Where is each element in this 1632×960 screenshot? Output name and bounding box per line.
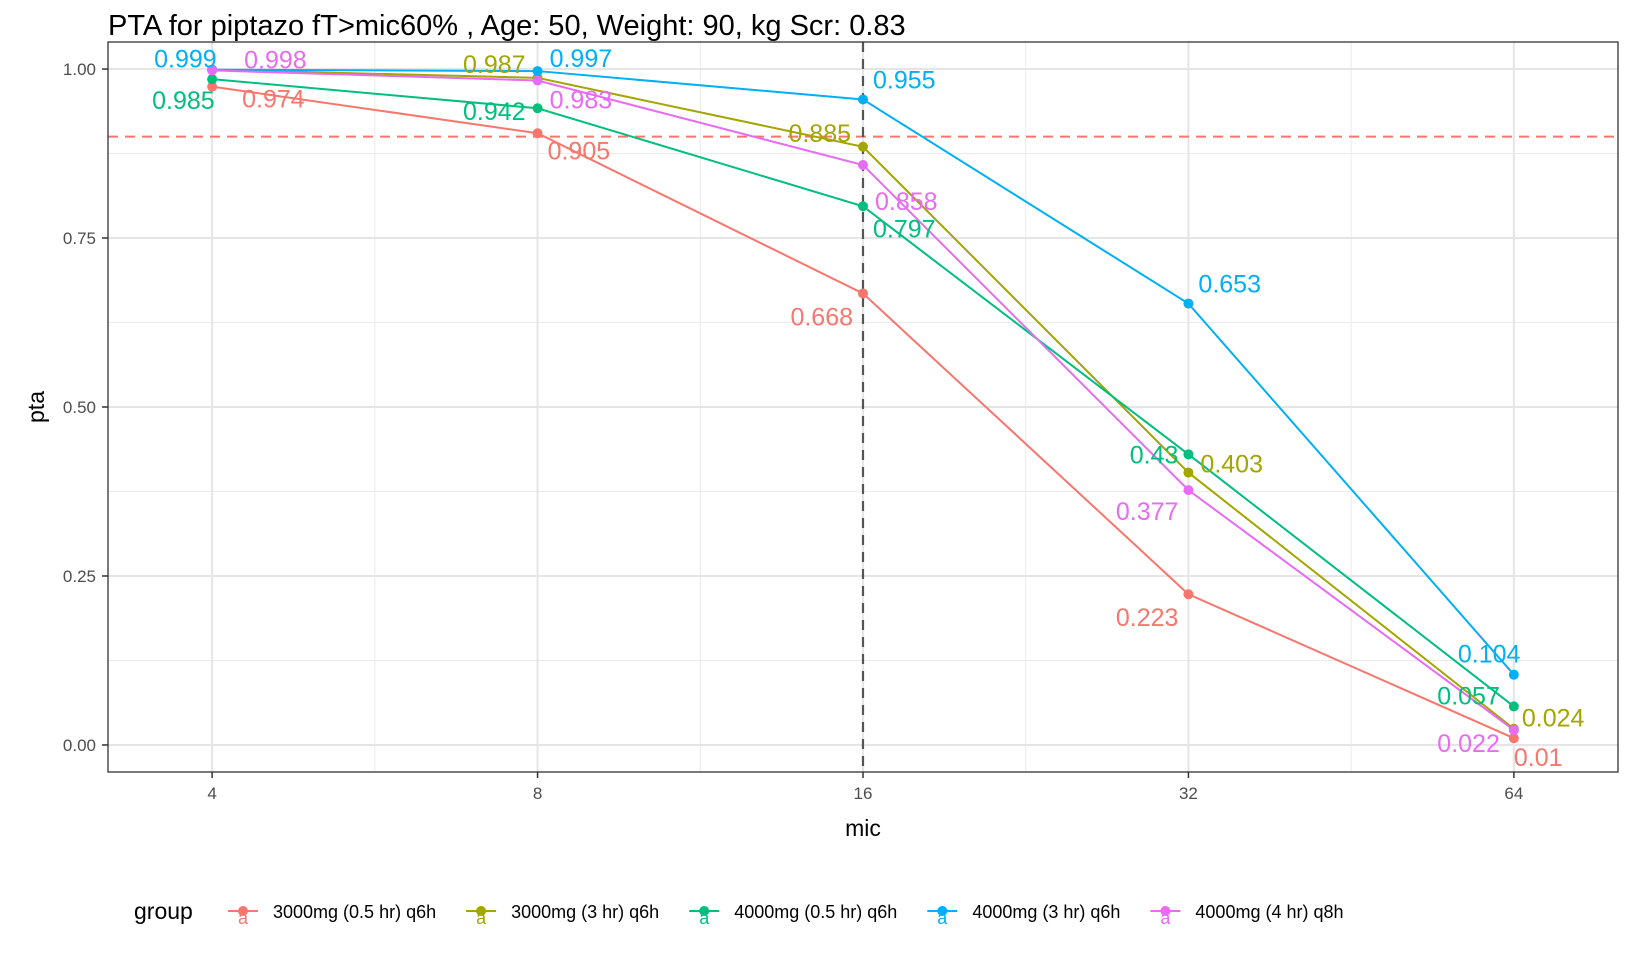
data-point: [532, 128, 543, 139]
data-label: 0.997: [550, 45, 613, 73]
legend-label: 3000mg (3 hr) q6h: [511, 902, 659, 922]
data-label: 0.43: [1130, 441, 1179, 469]
data-point: [1508, 725, 1519, 736]
legend-label: 4000mg (3 hr) q6h: [972, 902, 1120, 922]
data-point: [858, 201, 868, 212]
data-label: 0.377: [1116, 498, 1179, 526]
data-label: 0.057: [1437, 682, 1500, 710]
data-label: 0.653: [1198, 271, 1261, 299]
legend-key-point: [699, 906, 710, 916]
legend-item: a 4000mg (4 hr) q8h: [1150, 902, 1344, 928]
legend-key-point: [937, 906, 948, 916]
legend-key-point: [1160, 906, 1171, 916]
data-point: [207, 74, 218, 85]
data-point: [1183, 485, 1194, 496]
legend-item: a 3000mg (0.5 hr) q6h: [228, 902, 436, 928]
legend-key-glyph: a: [1160, 908, 1171, 928]
y-tick-label: 0.75: [63, 229, 96, 248]
x-tick-label: 16: [854, 784, 873, 803]
data-label: 0.998: [244, 46, 307, 74]
data-label: 0.668: [790, 303, 853, 331]
legend-label: 3000mg (0.5 hr) q6h: [273, 902, 436, 922]
legend-key-glyph: a: [476, 908, 487, 928]
data-point: [1508, 701, 1519, 712]
data-label: 0.104: [1458, 641, 1521, 669]
x-tick-label: 32: [1179, 784, 1198, 803]
data-label: 0.905: [548, 137, 611, 165]
data-label: 0.974: [242, 86, 305, 114]
legend-key-glyph: a: [699, 908, 710, 928]
data-label: 0.885: [788, 120, 851, 148]
data-point: [1508, 669, 1519, 680]
data-point: [1183, 467, 1194, 478]
y-axis-label: pta: [23, 391, 49, 423]
y-tick-label: 0.25: [63, 567, 96, 586]
legend: group a 3000mg (0.5 hr) q6h a 3000mg (3 hr) …: [134, 898, 1344, 928]
data-point: [858, 94, 868, 105]
data-point: [858, 160, 868, 171]
legend-item: a 4000mg (0.5 hr) q6h: [689, 902, 897, 928]
legend-key-point: [476, 906, 487, 916]
data-label: 0.797: [873, 215, 936, 243]
data-labels: 0.974 0.905 0.668 0.223 0.01 0.987 0.885 0.403 0…: [152, 45, 1584, 772]
x-tick-label: 64: [1504, 784, 1523, 803]
data-label: 0.858: [875, 188, 938, 216]
data-label: 0.01: [1514, 744, 1563, 772]
data-point: [858, 288, 868, 299]
chart-title: PTA for piptazo fT>mic60% , Age: 50, Wei…: [108, 10, 906, 42]
data-label: 0.985: [152, 87, 215, 115]
data-label: 0.999: [154, 46, 217, 74]
legend-item: a 4000mg (3 hr) q6h: [927, 902, 1120, 928]
legend-key-point: [238, 906, 248, 916]
data-point: [532, 66, 543, 77]
y-tick-label: 0.50: [63, 398, 96, 417]
x-axis-label: mic: [845, 815, 881, 841]
data-point: [1183, 449, 1194, 460]
axes: 0.00 0.25 0.50 0.75 1.00 4 8 16 32 64: [63, 60, 1523, 803]
legend-key-glyph: a: [238, 908, 249, 928]
data-point: [858, 141, 868, 152]
series-points: [207, 64, 1519, 744]
x-tick-label: 8: [533, 784, 542, 803]
data-point: [1183, 298, 1194, 309]
data-label: 0.223: [1116, 604, 1179, 632]
legend-label: 4000mg (4 hr) q8h: [1195, 902, 1343, 922]
data-label: 0.024: [1522, 705, 1585, 733]
data-point: [207, 81, 218, 92]
data-label: 0.983: [550, 87, 613, 115]
data-label: 0.987: [463, 51, 526, 79]
data-point: [532, 103, 543, 114]
legend-key-glyph: a: [937, 908, 948, 928]
data-label: 0.022: [1437, 730, 1500, 758]
legend-title: group: [134, 898, 193, 924]
data-point: [1508, 733, 1519, 744]
data-point: [532, 75, 543, 86]
legend-item: a 3000mg (3 hr) q6h: [466, 902, 659, 928]
legend-label: 4000mg (0.5 hr) q6h: [734, 902, 897, 922]
y-tick-label: 0.00: [63, 736, 96, 755]
data-point: [207, 65, 218, 76]
data-label: 0.942: [463, 98, 526, 126]
data-label: 0.955: [873, 66, 936, 94]
x-tick-label: 4: [207, 784, 216, 803]
data-point: [1183, 589, 1194, 600]
y-tick-label: 1.00: [63, 60, 96, 79]
data-label: 0.403: [1200, 451, 1263, 479]
